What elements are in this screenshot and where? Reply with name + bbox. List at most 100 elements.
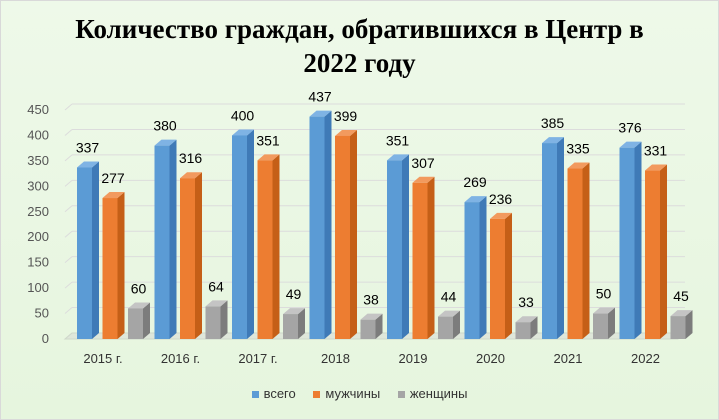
y-tick-label: 200 bbox=[27, 229, 49, 244]
y-tick-label: 350 bbox=[27, 153, 49, 168]
bar-side bbox=[169, 139, 177, 339]
bar-men bbox=[412, 182, 428, 339]
gridline-diagonal bbox=[64, 129, 73, 136]
data-label: 385 bbox=[541, 115, 565, 131]
bar-top bbox=[438, 310, 460, 317]
data-label: 269 bbox=[463, 174, 487, 190]
bar-men bbox=[180, 178, 195, 339]
y-tick-label: 50 bbox=[35, 306, 49, 321]
bar-top bbox=[257, 154, 280, 161]
legend: всего мужчины женщины bbox=[0, 386, 719, 401]
bar-side bbox=[557, 137, 564, 339]
y-tick-label: 150 bbox=[27, 255, 49, 270]
bar-women bbox=[670, 316, 686, 339]
bar-women bbox=[438, 316, 453, 339]
bar-top bbox=[412, 176, 435, 183]
bar-men bbox=[567, 168, 583, 339]
bar-top bbox=[180, 172, 202, 179]
chart-title-line-2: 2022 году bbox=[303, 48, 416, 78]
gridline-diagonal bbox=[64, 256, 73, 264]
legend-item-total: всего bbox=[251, 386, 296, 401]
bar-total bbox=[387, 160, 402, 339]
bar-top bbox=[102, 192, 125, 199]
data-label: 437 bbox=[308, 89, 332, 105]
y-tick-label: 400 bbox=[27, 127, 49, 142]
data-label: 335 bbox=[566, 141, 590, 157]
legend-swatch-total bbox=[251, 391, 259, 399]
bar-total bbox=[464, 202, 480, 339]
data-label: 277 bbox=[101, 170, 125, 186]
data-label: 399 bbox=[334, 108, 358, 124]
bar-side bbox=[479, 196, 487, 339]
bar-total bbox=[232, 135, 247, 339]
x-tick-label: 2018 bbox=[321, 351, 350, 366]
bar-side bbox=[247, 129, 254, 339]
data-label: 64 bbox=[208, 278, 224, 294]
bar-top bbox=[593, 307, 615, 314]
bar-top bbox=[128, 302, 150, 309]
legend-label-men: мужчины bbox=[325, 386, 381, 401]
legend-label-women: женщины bbox=[409, 386, 468, 401]
bar-side bbox=[505, 212, 512, 339]
data-label: 50 bbox=[596, 286, 612, 302]
bar-side bbox=[324, 110, 332, 339]
bar-side bbox=[427, 176, 435, 339]
data-label: 307 bbox=[411, 155, 435, 171]
bar-men bbox=[645, 170, 660, 339]
bar-side bbox=[92, 161, 99, 339]
bar-total bbox=[619, 147, 635, 339]
bar-top bbox=[77, 161, 99, 168]
bar-men bbox=[257, 160, 273, 339]
bar-top bbox=[360, 313, 383, 320]
legend-swatch-men bbox=[313, 391, 321, 399]
data-label: 45 bbox=[673, 288, 689, 304]
gridline-diagonal bbox=[64, 205, 73, 213]
bar-side bbox=[634, 141, 642, 339]
data-label: 400 bbox=[231, 107, 255, 123]
bar-total bbox=[542, 143, 557, 339]
data-label: 49 bbox=[286, 286, 302, 302]
bar-women bbox=[128, 308, 143, 339]
bar-side bbox=[375, 313, 383, 339]
bar-women bbox=[360, 319, 376, 339]
gridline-diagonal bbox=[64, 103, 73, 111]
gridline-diagonal bbox=[64, 281, 73, 289]
bar-side bbox=[660, 164, 667, 339]
bar-top bbox=[490, 212, 512, 219]
bar-top bbox=[567, 162, 590, 169]
bar-top bbox=[645, 164, 667, 171]
bar-women bbox=[515, 322, 531, 339]
bar-side bbox=[298, 308, 305, 339]
bar-top bbox=[464, 196, 487, 203]
bar-side bbox=[117, 192, 125, 339]
data-label: 337 bbox=[76, 140, 100, 156]
data-label: 33 bbox=[518, 294, 534, 310]
bar-men bbox=[335, 135, 350, 339]
bar-top bbox=[515, 316, 538, 323]
y-tick-label: 100 bbox=[27, 280, 49, 295]
data-label: 38 bbox=[363, 292, 379, 308]
bar-side bbox=[582, 162, 590, 339]
bar-side bbox=[402, 154, 409, 339]
legend-label-total: всего bbox=[263, 386, 296, 401]
data-label: 380 bbox=[153, 118, 177, 134]
data-label: 331 bbox=[644, 143, 668, 159]
bar-side bbox=[195, 172, 202, 339]
chart-title: Количество граждан, обратившихся в Центр… bbox=[0, 12, 719, 80]
bar-side bbox=[453, 310, 460, 339]
chart-title-line-1: Количество граждан, обратившихся в Центр… bbox=[75, 14, 644, 44]
legend-swatch-women bbox=[397, 391, 405, 399]
bar-top bbox=[387, 154, 409, 161]
bar-total bbox=[309, 116, 325, 339]
bar-women bbox=[593, 313, 608, 339]
data-label: 236 bbox=[489, 191, 513, 207]
legend-item-women: женщины bbox=[397, 386, 468, 401]
bar-total bbox=[77, 167, 92, 339]
y-tick-label: 450 bbox=[27, 102, 49, 117]
gridline-diagonal bbox=[64, 154, 73, 162]
data-label: 351 bbox=[256, 132, 280, 148]
data-label: 44 bbox=[441, 289, 457, 305]
y-tick-label: 0 bbox=[42, 331, 49, 346]
x-tick-label: 2020 bbox=[476, 351, 505, 366]
